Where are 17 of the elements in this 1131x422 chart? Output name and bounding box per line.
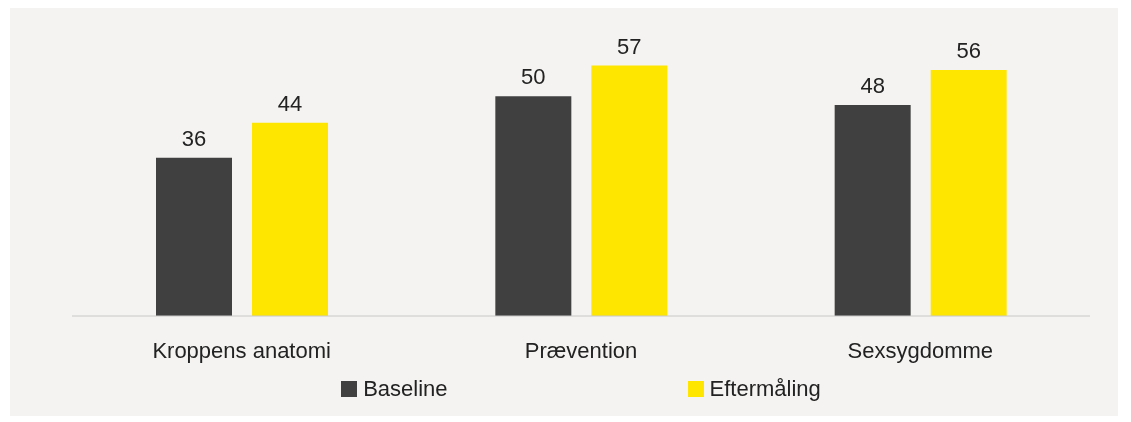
data-label: 36 (181, 125, 207, 151)
x-tick-label: Sexsygdomme (847, 337, 994, 363)
data-label: 57 (617, 33, 642, 59)
bar (834, 105, 911, 316)
legend-label: Eftermåling (708, 376, 821, 402)
x-tick-label: Kroppens anatomi (152, 337, 331, 363)
legend-label: Baseline (362, 376, 448, 402)
x-tick-label: Prævention (524, 337, 638, 363)
bar (252, 122, 328, 316)
bar (930, 69, 1007, 316)
bar (591, 65, 668, 316)
data-label: 50 (521, 64, 546, 90)
bar (495, 96, 572, 316)
data-label: 56 (956, 37, 981, 63)
data-label: 44 (277, 90, 303, 116)
bar (156, 157, 232, 316)
data-label: 48 (860, 73, 885, 99)
